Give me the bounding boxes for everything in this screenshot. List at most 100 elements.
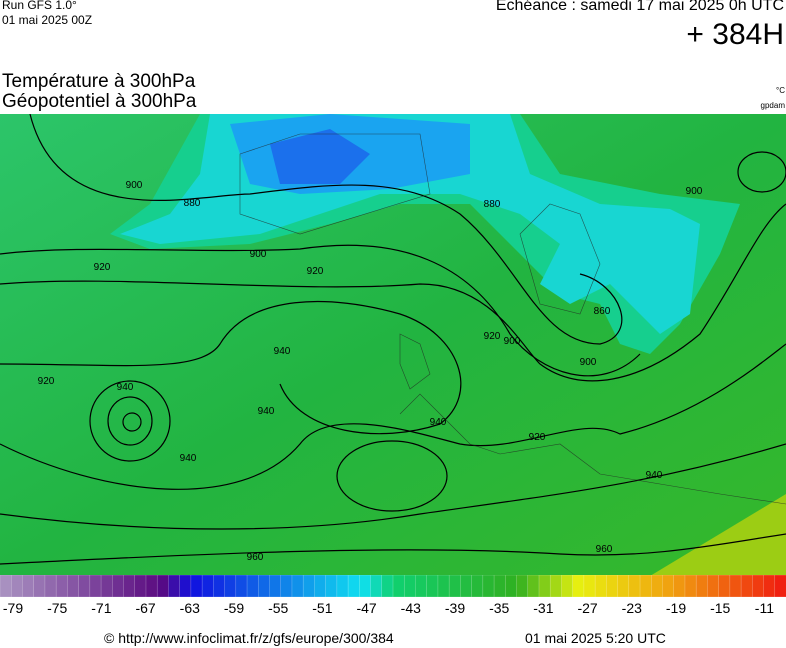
- contour: [0, 533, 786, 565]
- colorbar-swatch: [201, 575, 214, 598]
- contour: [737, 151, 786, 193]
- contour: [0, 300, 462, 435]
- colorbar-swatch: [392, 575, 405, 598]
- colorbar-swatch: [403, 575, 417, 598]
- coastline: [399, 393, 786, 505]
- warm-region: [650, 494, 786, 576]
- colorbar-label: -79: [2, 600, 24, 616]
- colorbar-swatch: [740, 575, 753, 598]
- contour-label: 860: [594, 306, 611, 317]
- contour-label: 920: [94, 262, 111, 273]
- colorbar-swatch: [112, 575, 125, 598]
- colorbar-swatch: [673, 575, 686, 598]
- colorbar-swatch: [179, 575, 192, 598]
- colorbar-swatch: [224, 575, 237, 598]
- colorbar-swatch: [370, 575, 383, 598]
- colorbar-swatch: [774, 575, 786, 598]
- colorbar-swatch: [78, 575, 91, 598]
- colorbar-swatch: [437, 575, 450, 598]
- run-date: 01 mai 2025 00Z: [2, 13, 93, 27]
- colorbar-swatch: [729, 575, 742, 598]
- colorbar-swatch: [336, 575, 349, 598]
- colorbar-swatch: [639, 575, 652, 598]
- contour: [89, 380, 171, 462]
- colorbar-label: -67: [135, 600, 156, 616]
- unit-temp: °C: [776, 86, 785, 95]
- generated-time: 01 mai 2025 5:20 UTC: [525, 630, 666, 646]
- coastlines: [239, 133, 786, 505]
- colorbar-label: -59: [223, 600, 245, 616]
- contour-label: 940: [180, 453, 197, 464]
- contour-label: 880: [184, 198, 201, 209]
- colorbar-label: -19: [665, 600, 687, 616]
- colorbar-label: -71: [91, 600, 112, 616]
- colorbar-swatch: [505, 575, 518, 598]
- colorbar-label: -55: [268, 600, 289, 616]
- contour: [107, 396, 153, 446]
- colorbar-swatch: [123, 575, 136, 598]
- contour-label: 940: [258, 406, 275, 417]
- colorbar-label: -39: [444, 600, 466, 616]
- colorbar-swatch: [190, 575, 203, 598]
- colorbar-label: -27: [577, 600, 598, 616]
- colorbar-label: -15: [710, 600, 731, 616]
- valid-time: Echéance : samedi 17 mai 2025 0h UTC: [495, 0, 784, 14]
- colorbar-swatch: [415, 575, 428, 598]
- contour: [0, 203, 786, 382]
- colorbar-swatch: [325, 575, 338, 598]
- colorbar-swatch: [44, 575, 57, 598]
- contour-label: 940: [646, 470, 663, 481]
- colorbar-label: -43: [400, 600, 421, 616]
- colorbar-swatch: [100, 575, 113, 598]
- colorbar-swatch: [22, 575, 35, 598]
- colorbar-swatch: [617, 575, 630, 598]
- colorbar-label: -23: [621, 600, 642, 616]
- colorbar-swatch: [493, 575, 506, 598]
- colorbar-swatch: [291, 575, 304, 598]
- colorbar-swatch: [67, 575, 80, 598]
- contour: [0, 343, 786, 490]
- colorbar-swatch: [651, 575, 664, 598]
- colorbar-swatch: [448, 575, 461, 598]
- colorbar: [0, 575, 786, 598]
- colorbar-swatch: [145, 575, 158, 598]
- contour-label: 940: [117, 382, 134, 393]
- colorbar-swatch: [752, 575, 765, 598]
- contour-label: 960: [596, 544, 613, 555]
- contour: [0, 244, 641, 377]
- colorbar-swatch: [662, 575, 675, 598]
- colorbar-swatch: [583, 575, 596, 598]
- colorbar-swatch: [471, 575, 484, 598]
- colorbar-label: -51: [312, 600, 333, 616]
- contour-label: 940: [430, 417, 447, 428]
- colorbar-swatch: [538, 575, 551, 598]
- contour: [0, 443, 786, 530]
- colorbar-swatch: [246, 575, 259, 598]
- lead-time: + 384H: [686, 18, 784, 51]
- contour-label: 900: [504, 336, 521, 347]
- contour-label: 900: [686, 186, 703, 197]
- colorbar-swatch: [718, 575, 731, 598]
- contour-label: 960: [247, 552, 264, 563]
- title-temp: Température à 300hPa: [2, 71, 196, 92]
- colorbar-swatch: [516, 575, 529, 598]
- run-label: Run GFS 1.0°: [2, 0, 77, 12]
- colorbar-swatch: [269, 575, 282, 598]
- contour: [122, 412, 142, 432]
- colorbar-label: -31: [533, 600, 554, 616]
- colorbar-label: -63: [179, 600, 200, 616]
- source-url[interactable]: © http://www.infoclimat.fr/z/gfs/europe/…: [104, 630, 394, 646]
- unit-geo: gpdam: [760, 101, 785, 110]
- colorbar-swatch: [156, 575, 169, 598]
- contour-label: 900: [580, 357, 597, 368]
- colorbar-label: -47: [356, 600, 377, 616]
- contour-label: 900: [126, 180, 143, 191]
- coldest-region: [270, 129, 370, 184]
- colorbar-swatch: [280, 575, 293, 598]
- colorbar-swatch: [763, 575, 776, 598]
- contour-label: 900: [250, 249, 267, 260]
- colorbar-swatch: [89, 575, 102, 598]
- contour-label: 940: [274, 346, 291, 357]
- contours: [0, 114, 786, 565]
